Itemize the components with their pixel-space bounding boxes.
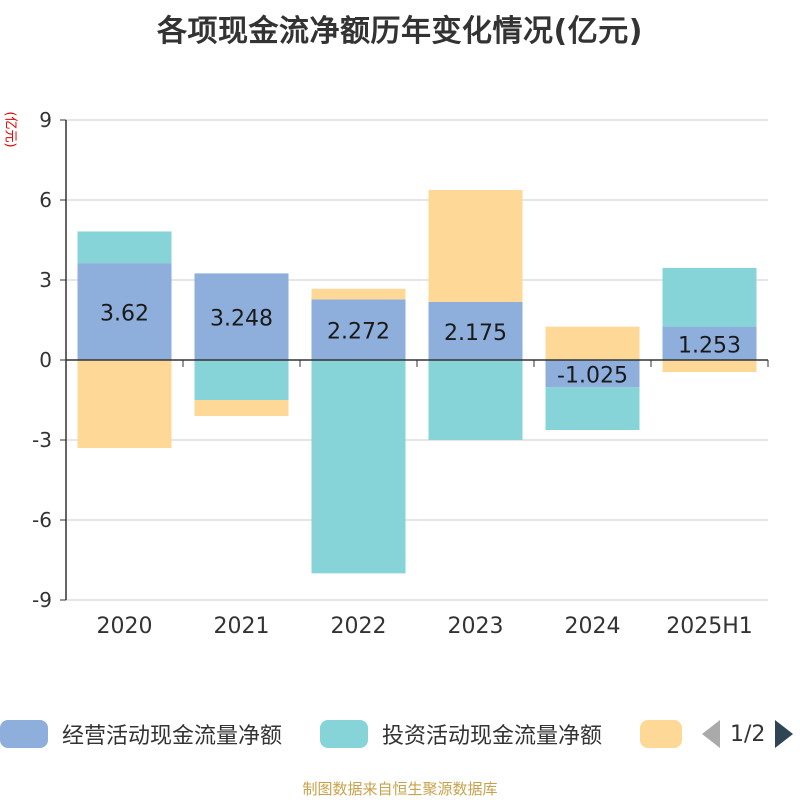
data-label: 1.253: [678, 333, 741, 358]
data-label: 2.175: [444, 321, 507, 346]
bar-2022-series-0: [311, 299, 406, 360]
bars: [77, 190, 757, 574]
bar-2025H1-series-1: [662, 267, 757, 327]
bar-2020-series-2: [77, 360, 172, 448]
legend-item-operating[interactable]: 经营活动现金流量净额: [0, 712, 282, 756]
bar-2023-series-1: [428, 360, 523, 440]
bar-2025H1-series-2: [662, 360, 757, 372]
legend-swatch-operating: [0, 720, 48, 748]
legend-item-financing[interactable]: [640, 712, 682, 756]
legend-swatch-financing: [640, 720, 682, 748]
bar-2024-series-1: [545, 387, 640, 430]
data-label: 3.62: [100, 302, 149, 327]
bar-2025H1-series-0: [662, 326, 757, 360]
x-tick-label: 2023: [448, 614, 504, 639]
source-note: 制图数据来自恒生聚源数据库: [302, 780, 498, 798]
bar-2021-series-1: [194, 360, 289, 400]
legend-label-operating: 经营活动现金流量净额: [62, 724, 283, 749]
legend-pager: 1/2: [702, 712, 794, 756]
bar-2023-series-2: [428, 190, 523, 302]
bar-2022-series-2: [311, 288, 406, 300]
legend-label-investing: 投资活动现金流量净额: [382, 724, 603, 749]
axes: -9 -6 -3 0 3 6 9 2020 2021 2022 2023 2024 2025H1: [32, 108, 769, 639]
legend-next-arrow-icon[interactable]: [775, 720, 794, 748]
chart-title: 各项现金流净额历年变化情况(亿元): [157, 14, 643, 49]
data-labels: 3.62 3.248 2.272 2.175 -1.025 1.253: [100, 302, 741, 389]
bar-2024-series-2: [545, 326, 640, 360]
y-tick-label: -9: [32, 588, 52, 612]
y-tick-label: 0: [39, 348, 52, 372]
bar-2021-series-0: [194, 273, 289, 360]
y-tick-label: 3: [39, 268, 52, 292]
bar-2024-series-0: [545, 360, 640, 388]
legend-prev-arrow-icon[interactable]: [702, 720, 720, 748]
data-label: -1.025: [557, 364, 628, 389]
bar-2023-series-0: [428, 302, 523, 360]
y-tick-label: -3: [32, 428, 52, 452]
x-tick-label: 2025H1: [666, 614, 753, 639]
x-tick-label: 2024: [565, 614, 621, 639]
data-label: 2.272: [327, 320, 390, 345]
x-tick-label: 2021: [214, 614, 270, 639]
bar-2021-series-2: [194, 400, 289, 416]
y-tick-label: 9: [39, 108, 52, 132]
bar-2020-series-0: [77, 263, 172, 360]
x-tick-label: 2020: [97, 614, 153, 639]
legend-page-indicator: 1/2: [730, 721, 766, 747]
y-tick-label: 6: [39, 188, 52, 212]
legend-swatch-investing: [320, 720, 368, 748]
data-label: 3.248: [210, 307, 273, 332]
legend-item-investing[interactable]: 投资活动现金流量净额: [320, 712, 602, 756]
bar-2020-series-1: [77, 231, 172, 264]
bar-2022-series-1: [311, 360, 406, 574]
x-tick-label: 2022: [331, 614, 387, 639]
legend: 经营活动现金流量净额 投资活动现金流量净额 1/2: [0, 712, 800, 756]
y-tick-label: -6: [32, 508, 52, 532]
